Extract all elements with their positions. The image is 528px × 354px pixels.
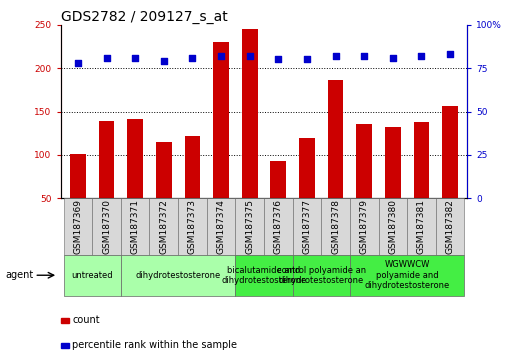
Point [303,57,311,62]
Text: GSM187379: GSM187379 [360,199,369,254]
Text: GSM187374: GSM187374 [216,199,225,254]
Point [217,53,225,59]
Bar [442,106,458,242]
Text: GSM187373: GSM187373 [188,199,197,254]
Text: GSM187372: GSM187372 [159,199,168,254]
Point [389,55,397,61]
Point [360,53,369,59]
Text: GSM187371: GSM187371 [130,199,140,254]
Point [74,60,82,66]
Text: GSM187370: GSM187370 [102,199,111,254]
Point [274,57,282,62]
Bar [156,142,172,242]
Bar [270,161,286,242]
Text: count: count [72,315,100,325]
Text: GSM187378: GSM187378 [331,199,340,254]
Bar [185,136,200,242]
Bar [99,121,115,242]
Text: GDS2782 / 209127_s_at: GDS2782 / 209127_s_at [61,10,228,24]
Text: GSM187381: GSM187381 [417,199,426,254]
Bar [242,29,258,242]
Text: GSM187375: GSM187375 [245,199,254,254]
Text: GSM187369: GSM187369 [73,199,82,254]
Bar [328,80,343,242]
Text: GSM187377: GSM187377 [303,199,312,254]
Point [102,55,111,61]
Bar [385,127,401,242]
Bar [70,154,86,242]
Text: GSM187376: GSM187376 [274,199,283,254]
Text: untreated: untreated [71,271,113,280]
Bar [356,124,372,242]
Bar [127,119,143,242]
Text: percentile rank within the sample: percentile rank within the sample [72,340,238,350]
Point [131,55,139,61]
Bar [213,42,229,242]
Point [417,53,426,59]
Text: control polyamide an
dihydrotestosterone: control polyamide an dihydrotestosterone [277,266,366,285]
Text: GSM187382: GSM187382 [446,199,455,254]
Text: GSM187380: GSM187380 [388,199,398,254]
Point [188,55,196,61]
Text: WGWWCW
polyamide and
dihydrotestosterone: WGWWCW polyamide and dihydrotestosterone [364,260,450,290]
Bar [299,137,315,242]
Bar [413,122,429,242]
Point [246,53,254,59]
Point [159,58,168,64]
Text: agent: agent [5,270,34,280]
Text: dihydrotestosterone: dihydrotestosterone [136,271,221,280]
Text: bicalutamide and
dihydrotestosterone: bicalutamide and dihydrotestosterone [221,266,307,285]
Point [446,51,454,57]
Point [332,53,340,59]
